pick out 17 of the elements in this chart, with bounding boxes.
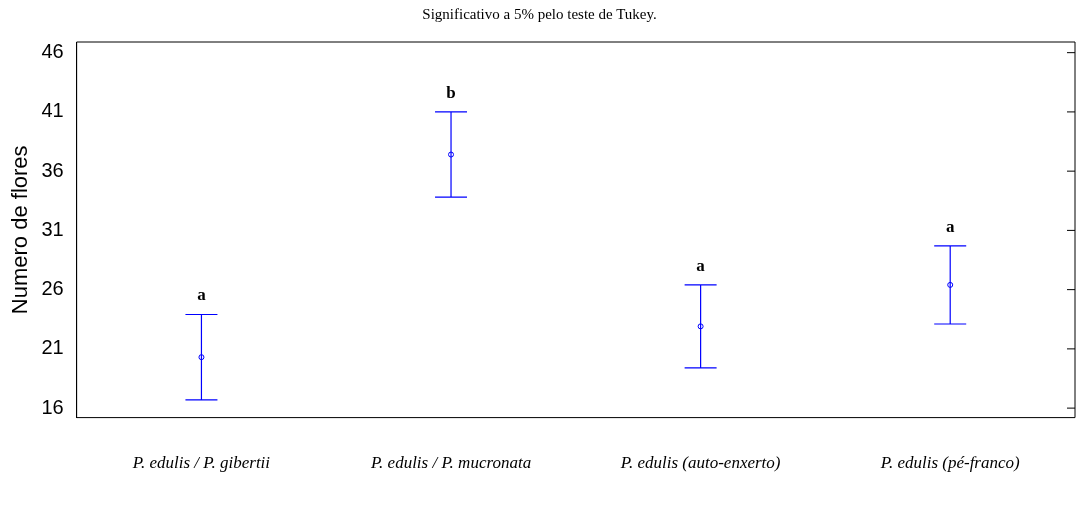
x-tick-label: P. edulis / P. mucronata <box>369 453 532 473</box>
annotation: a <box>197 285 207 305</box>
y-tick-label: 36 <box>41 158 64 181</box>
annotation: b <box>446 82 456 102</box>
annotation: a <box>696 255 706 275</box>
x-tick-label: P. edulis (auto-enxerto) <box>619 453 781 473</box>
y-tick-label: 26 <box>41 277 64 300</box>
y-tick-label: 21 <box>41 336 64 359</box>
y-tick-label: 16 <box>41 395 64 418</box>
y-tick-label: 46 <box>41 40 64 63</box>
x-tick-label: P. edulis / P. gibertii <box>131 453 271 473</box>
y-tick-label: 31 <box>41 217 64 240</box>
chart-title: Significativo a 5% pelo teste de Tukey. <box>422 5 657 22</box>
y-tick-label: 41 <box>41 99 64 122</box>
x-tick-label: P. edulis (pé-franco) <box>879 453 1021 473</box>
annotation: a <box>945 216 955 236</box>
y-axis-title: Numero de flores <box>7 145 33 315</box>
